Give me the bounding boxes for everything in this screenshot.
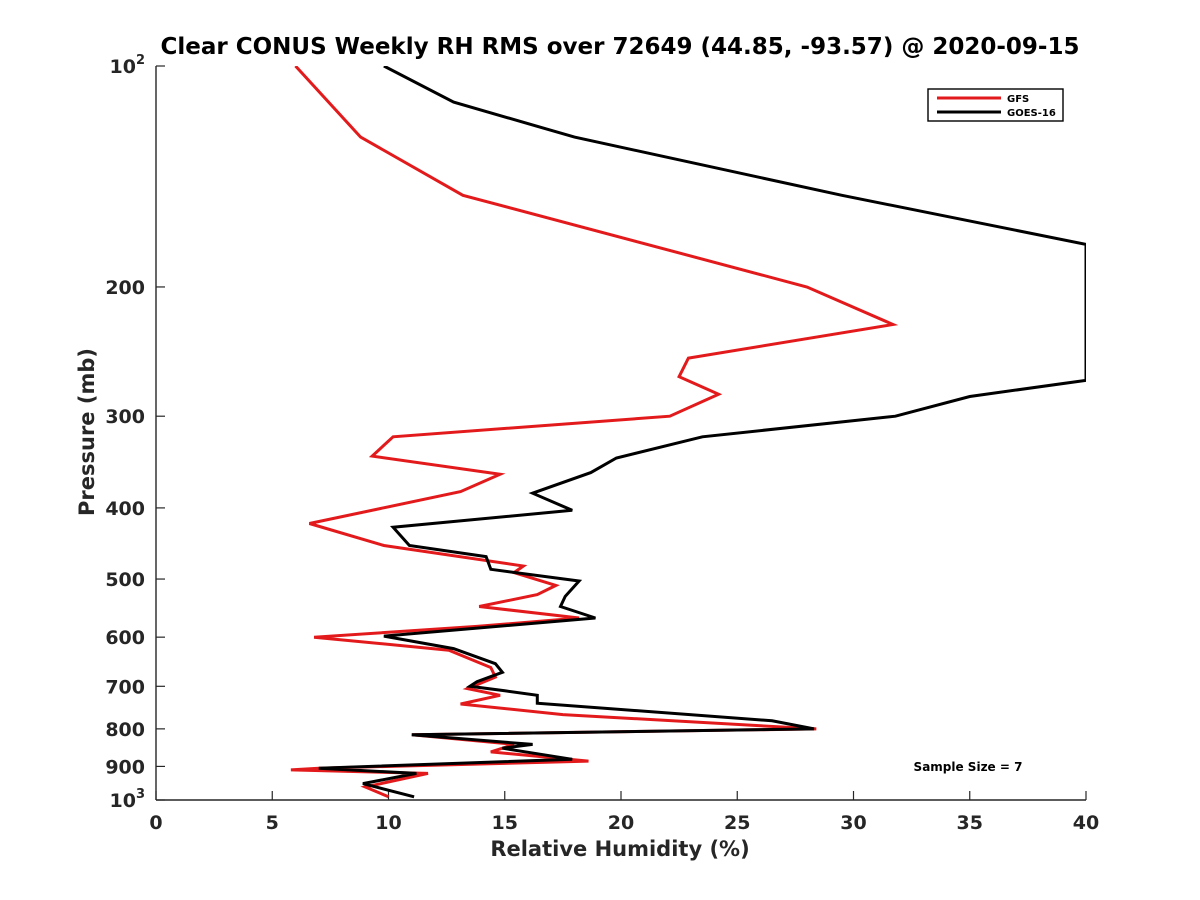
x-tick-label: 40 <box>1073 812 1099 834</box>
x-tick-label: 20 <box>608 812 634 834</box>
y-axis-label: Pressure (mb) <box>75 348 99 516</box>
x-tick-label: 15 <box>492 812 518 834</box>
y-tick-label: 300 <box>105 406 145 428</box>
y-tick-label: 900 <box>105 756 145 778</box>
legend-label-goes-16: GOES-16 <box>1007 108 1056 119</box>
legend: GFS GOES-16 <box>927 88 1064 122</box>
chart-title: Clear CONUS Weekly RH RMS over 72649 (44… <box>161 34 1080 60</box>
x-tick-label: 30 <box>840 812 866 834</box>
legend-box <box>927 88 1064 122</box>
y-tick-label: 103 <box>110 787 146 812</box>
y-tick-label: 800 <box>105 719 145 741</box>
legend-label-gfs: GFS <box>1007 94 1029 105</box>
y-tick-label: 700 <box>105 676 145 698</box>
y-tick-label: 500 <box>105 569 145 591</box>
y-tick-label: 200 <box>105 277 145 299</box>
x-tick-label: 5 <box>266 812 279 834</box>
y-tick-label: 102 <box>110 53 146 78</box>
y-tick-label: 600 <box>105 627 145 649</box>
x-tick-label: 10 <box>375 812 401 834</box>
sample-size-annotation: Sample Size = 7 <box>914 760 1023 774</box>
axes: 0 5 10 15 20 25 30 35 40 102 200 300 400 500 600 700 800… <box>105 53 1099 834</box>
x-tick-label: 0 <box>149 812 162 834</box>
series-line-gfs <box>290 66 899 799</box>
series-line-goes-16 <box>318 66 1086 799</box>
x-axis-label: Relative Humidity (%) <box>490 837 749 861</box>
x-tick-label: 35 <box>957 812 983 834</box>
series-lines <box>290 66 1086 799</box>
x-tick-label: 25 <box>724 812 750 834</box>
y-tick-label: 400 <box>105 498 145 520</box>
